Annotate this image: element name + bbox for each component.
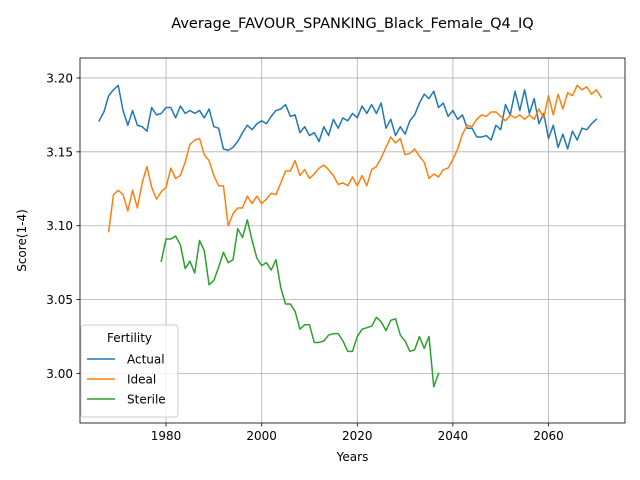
axis-ticks: 1980 2000 2020 2040 2060 3.00 3.05 3.10 3.15 3.20 [46, 71, 564, 443]
legend-title: Fertility [107, 331, 152, 345]
x-tick-label: 2060 [533, 429, 564, 443]
x-tick-label: 2040 [438, 429, 469, 443]
y-tick-label: 3.05 [46, 293, 73, 307]
y-tick-label: 3.15 [46, 145, 73, 159]
series-line-ideal [107, 84, 603, 233]
legend-entries: Actual Ideal Sterile [87, 353, 166, 407]
x-axis-label: Years [336, 450, 369, 464]
x-tick-label: 1980 [151, 429, 182, 443]
legend-label-actual: Actual [127, 353, 165, 367]
x-tick-label: 2000 [246, 429, 277, 443]
legend: Fertility Actual Ideal Sterile [80, 324, 179, 418]
legend-label-ideal: Ideal [127, 373, 156, 387]
legend-box [80, 324, 179, 418]
series-line-sterile [160, 219, 440, 388]
grid-lines [80, 58, 625, 423]
chart-title: Average_FAVOUR_SPANKING_Black_Female_Q4_… [171, 16, 533, 32]
plot-frame [79, 57, 626, 424]
y-tick-label: 3.10 [46, 219, 73, 233]
series-lines [98, 84, 603, 388]
x-tick-label: 2020 [342, 429, 373, 443]
y-tick-label: 3.20 [46, 71, 73, 85]
legend-label-sterile: Sterile [127, 393, 166, 407]
y-axis-label: Score(1-4) [15, 209, 29, 272]
series-line-actual [98, 84, 598, 152]
y-tick-label: 3.00 [46, 367, 73, 381]
